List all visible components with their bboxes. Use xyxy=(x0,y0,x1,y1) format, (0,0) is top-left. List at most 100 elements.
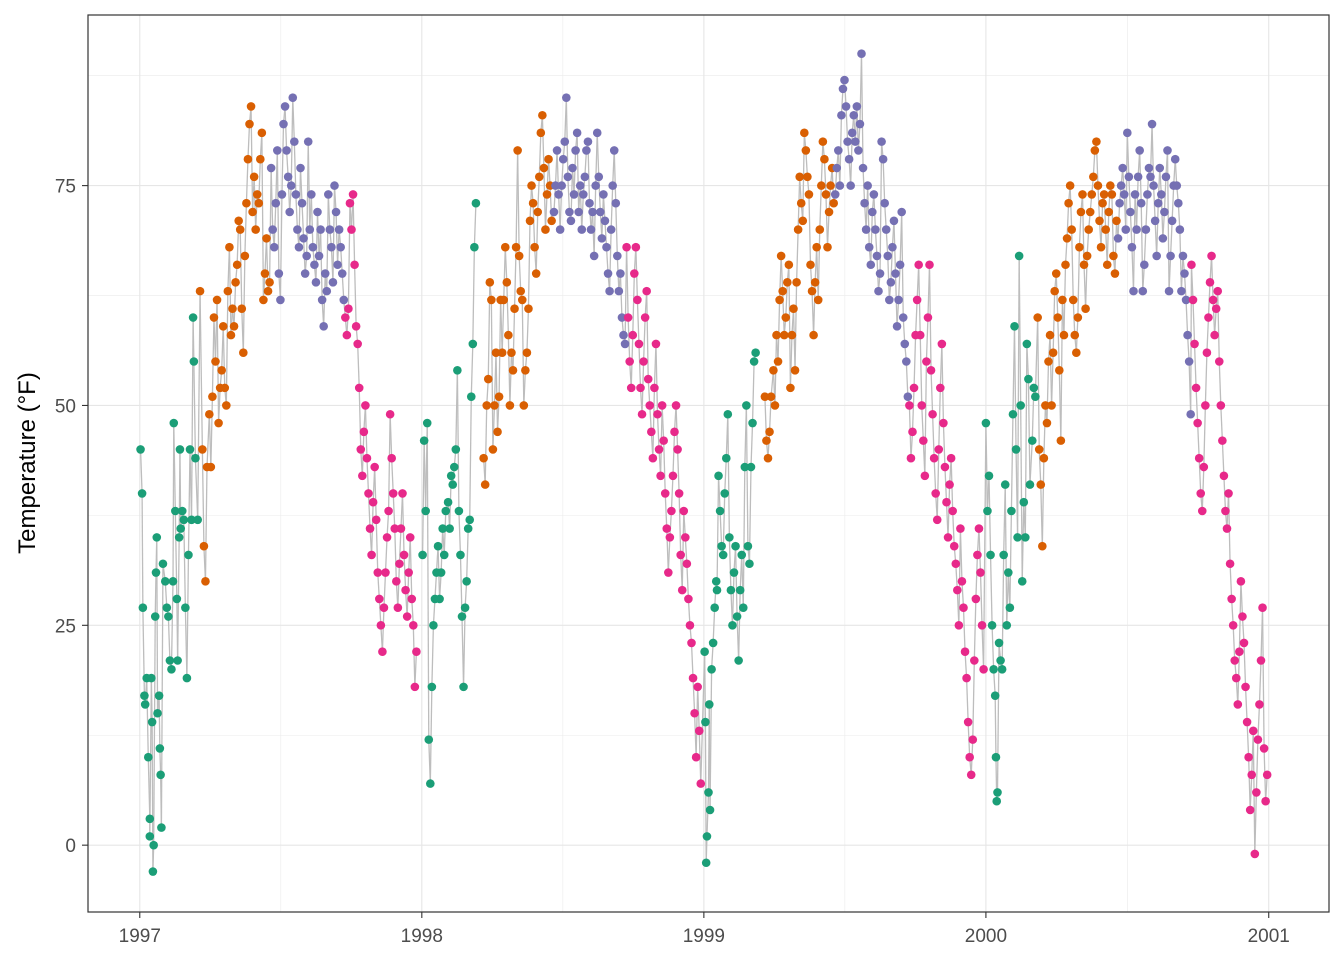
data-point xyxy=(240,251,250,261)
data-point xyxy=(659,436,668,445)
range-line xyxy=(537,176,540,213)
data-point xyxy=(738,603,748,613)
data-point xyxy=(751,348,760,357)
data-point xyxy=(379,603,389,613)
data-point xyxy=(929,453,939,463)
data-point xyxy=(875,269,885,278)
data-point xyxy=(307,190,316,199)
data-point xyxy=(263,286,273,296)
data-point xyxy=(368,497,378,507)
data-point xyxy=(242,198,251,208)
range-line xyxy=(201,449,205,547)
data-point xyxy=(665,533,675,542)
data-point xyxy=(367,550,376,560)
data-point xyxy=(516,286,526,296)
data-point xyxy=(348,190,358,199)
range-line xyxy=(910,431,914,459)
data-point xyxy=(600,216,610,226)
data-point xyxy=(418,550,427,560)
range-line xyxy=(532,203,536,248)
data-point xyxy=(943,533,953,542)
data-point xyxy=(1245,805,1255,815)
range-line xyxy=(930,370,934,415)
data-point xyxy=(1090,146,1100,155)
data-point xyxy=(527,181,536,190)
data-point xyxy=(198,445,207,454)
data-point xyxy=(684,594,693,604)
data-point xyxy=(268,225,277,234)
range-line xyxy=(1206,317,1210,353)
range-line xyxy=(712,607,716,643)
data-point xyxy=(1041,401,1050,410)
data-point xyxy=(438,524,447,533)
range-line xyxy=(239,229,243,309)
range-line xyxy=(619,273,623,318)
data-point xyxy=(974,524,984,533)
data-point xyxy=(605,286,614,296)
range-line xyxy=(817,229,821,300)
range-line xyxy=(1013,326,1017,450)
data-point xyxy=(151,568,161,577)
range-line xyxy=(1037,317,1040,450)
range-line xyxy=(988,475,992,555)
range-line xyxy=(210,396,214,468)
data-point xyxy=(552,146,562,155)
data-point xyxy=(981,418,991,428)
data-point xyxy=(999,550,1008,560)
data-point xyxy=(807,286,817,296)
data-point xyxy=(1201,401,1210,410)
data-point xyxy=(558,154,568,164)
data-point xyxy=(279,119,288,129)
data-point xyxy=(960,647,970,656)
data-point xyxy=(1222,524,1232,533)
data-point xyxy=(1064,198,1073,208)
range-line xyxy=(742,467,746,608)
range-line xyxy=(751,361,755,424)
data-point xyxy=(1033,313,1042,322)
data-point xyxy=(1163,146,1172,155)
data-point xyxy=(293,225,302,234)
data-point xyxy=(206,462,216,472)
range-line xyxy=(154,572,157,617)
range-line xyxy=(989,554,993,626)
x-tick-label: 1999 xyxy=(683,926,725,947)
data-point xyxy=(456,550,465,560)
data-point xyxy=(1258,603,1267,613)
range-line xyxy=(1213,308,1217,336)
data-point xyxy=(1172,181,1182,190)
range-line xyxy=(217,387,221,424)
data-point xyxy=(274,269,284,278)
data-point xyxy=(983,506,992,516)
data-point xyxy=(953,585,962,595)
data-point xyxy=(1236,577,1246,586)
range-line xyxy=(975,554,979,599)
data-point xyxy=(1034,445,1044,454)
range-line xyxy=(1106,211,1110,265)
data-point xyxy=(504,330,513,340)
range-line xyxy=(473,203,477,248)
data-point xyxy=(1022,339,1032,349)
data-point xyxy=(446,471,456,481)
range-line xyxy=(247,124,251,160)
data-point xyxy=(579,190,588,199)
data-point xyxy=(626,383,636,393)
range-line xyxy=(509,352,513,406)
range-line xyxy=(962,607,966,652)
range-line xyxy=(1257,704,1261,740)
data-point xyxy=(1155,163,1165,173)
data-point xyxy=(149,840,158,850)
data-point xyxy=(823,242,832,252)
range-line xyxy=(192,317,195,362)
data-point xyxy=(908,427,917,437)
data-point xyxy=(1123,128,1132,138)
data-point xyxy=(891,269,900,278)
data-point xyxy=(1252,788,1261,797)
data-point xyxy=(858,163,868,173)
data-point xyxy=(1118,163,1127,173)
data-point xyxy=(549,207,559,217)
data-point xyxy=(277,190,287,199)
data-point xyxy=(308,242,318,252)
data-point xyxy=(793,225,803,234)
range-line xyxy=(601,194,605,239)
range-line xyxy=(1132,194,1136,292)
